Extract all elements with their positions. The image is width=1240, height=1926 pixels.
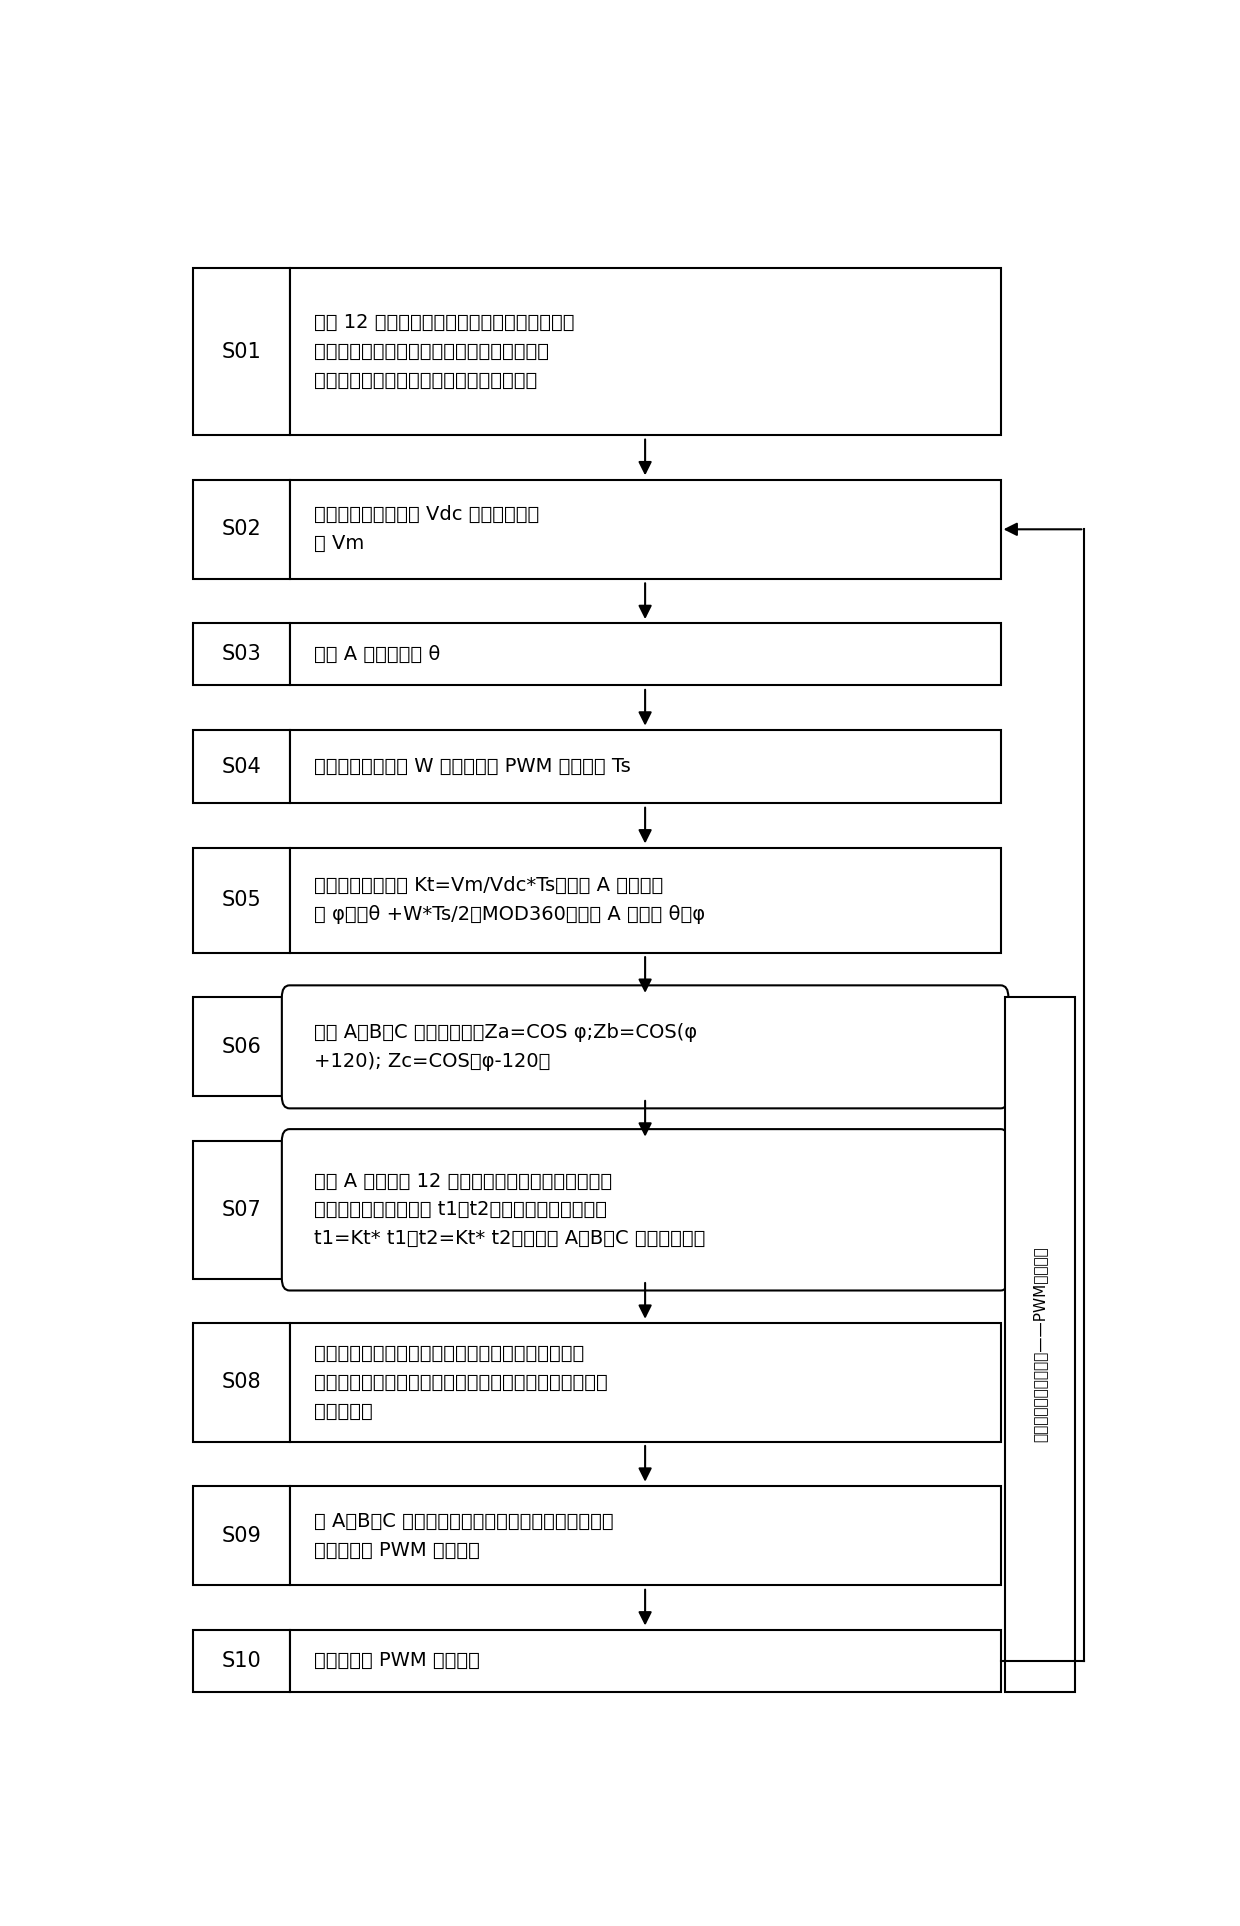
Text: S08: S08 <box>222 1373 262 1392</box>
Bar <box>193 1629 290 1691</box>
Bar <box>290 847 1001 953</box>
Bar <box>290 1629 1001 1691</box>
Text: S05: S05 <box>222 890 262 911</box>
Bar <box>290 730 1001 803</box>
Bar <box>193 480 290 580</box>
Bar <box>290 624 1001 686</box>
Text: S02: S02 <box>222 520 262 539</box>
Bar <box>290 1323 1001 1441</box>
Text: 结合开关初始状态选择无效开关矢量状态并排布开关
顺序及分配开关时间结合开关初始状态排布开关顺序及开
关时间分配: 结合开关初始状态选择无效开关矢量状态并排布开关 顺序及分配开关时间结合开关初始状… <box>314 1344 608 1421</box>
FancyBboxPatch shape <box>281 1129 1008 1290</box>
Bar <box>1006 998 1075 1691</box>
Text: 据 A、B、C 各相开关顺序及时间分配情况译码各相上
下桥臂开关 PWM 控制波形: 据 A、B、C 各相开关顺序及时间分配情况译码各相上 下桥臂开关 PWM 控制波… <box>314 1512 614 1560</box>
Bar <box>193 998 290 1096</box>
Text: 依据 A 相相角查 12 开关矢量控制参数表选择开关矢
量及矢量作用时间变量 t1，t2；计算矢量作用时间：
t1=Kt* t1，t2=Kt* t2；并得出 A: 依据 A 相相角查 12 开关矢量控制参数表选择开关矢 量及矢量作用时间变量 t… <box>314 1171 704 1248</box>
Text: 设定 A 相初始相角 θ: 设定 A 相初始相角 θ <box>314 645 440 664</box>
Text: 回次若干：频率、三相——PWM控制方法: 回次若干：频率、三相——PWM控制方法 <box>1033 1246 1048 1443</box>
Bar <box>290 1487 1001 1585</box>
Bar <box>193 1140 290 1279</box>
Text: S09: S09 <box>222 1525 262 1547</box>
Text: 设定交流电压频率 W 和选定系统 PWM 控制周期 Ts: 设定交流电压频率 W 和选定系统 PWM 控制周期 Ts <box>314 757 630 776</box>
Bar <box>193 268 290 435</box>
Text: 设定系统直流电压值 Vdc 及交流电压幅
值 Vm: 设定系统直流电压值 Vdc 及交流电压幅 值 Vm <box>314 505 539 553</box>
Bar <box>290 268 1001 435</box>
Text: S07: S07 <box>222 1200 262 1219</box>
Text: 计算 A、B、C 相角余弦值：Za=COS φ;Zb=COS(φ
+120); Zc=COS（φ-120）: 计算 A、B、C 相角余弦值：Za=COS φ;Zb=COS(φ +120); … <box>314 1023 697 1071</box>
Bar <box>290 480 1001 580</box>
Bar <box>193 1487 290 1585</box>
FancyBboxPatch shape <box>281 986 1008 1107</box>
Bar <box>193 1323 290 1441</box>
Bar <box>193 624 290 686</box>
Text: 输出各开关 PWM 控制波形: 输出各开关 PWM 控制波形 <box>314 1651 480 1670</box>
Bar <box>193 730 290 803</box>
Text: S10: S10 <box>222 1651 262 1672</box>
Text: 计算时间系数常量 Kt=Vm/Vdc*Ts；计算 A 相控制相
角 φ＝（θ +W*Ts/2）MOD360，更新 A 相相角 θ＝φ: 计算时间系数常量 Kt=Vm/Vdc*Ts；计算 A 相控制相 角 φ＝（θ +… <box>314 876 704 924</box>
Text: 建立 12 开关矢量控制参数表，即角度与开关矢
量选择、开关矢量作用时间，开关矢量各开关
状态的对应关系表；建立正、余弦计算程序: 建立 12 开关矢量控制参数表，即角度与开关矢 量选择、开关矢量作用时间，开关矢… <box>314 314 574 389</box>
Text: S03: S03 <box>222 645 262 664</box>
Text: S01: S01 <box>222 341 262 362</box>
Text: S04: S04 <box>222 757 262 776</box>
Bar <box>193 847 290 953</box>
Text: S06: S06 <box>222 1036 262 1057</box>
